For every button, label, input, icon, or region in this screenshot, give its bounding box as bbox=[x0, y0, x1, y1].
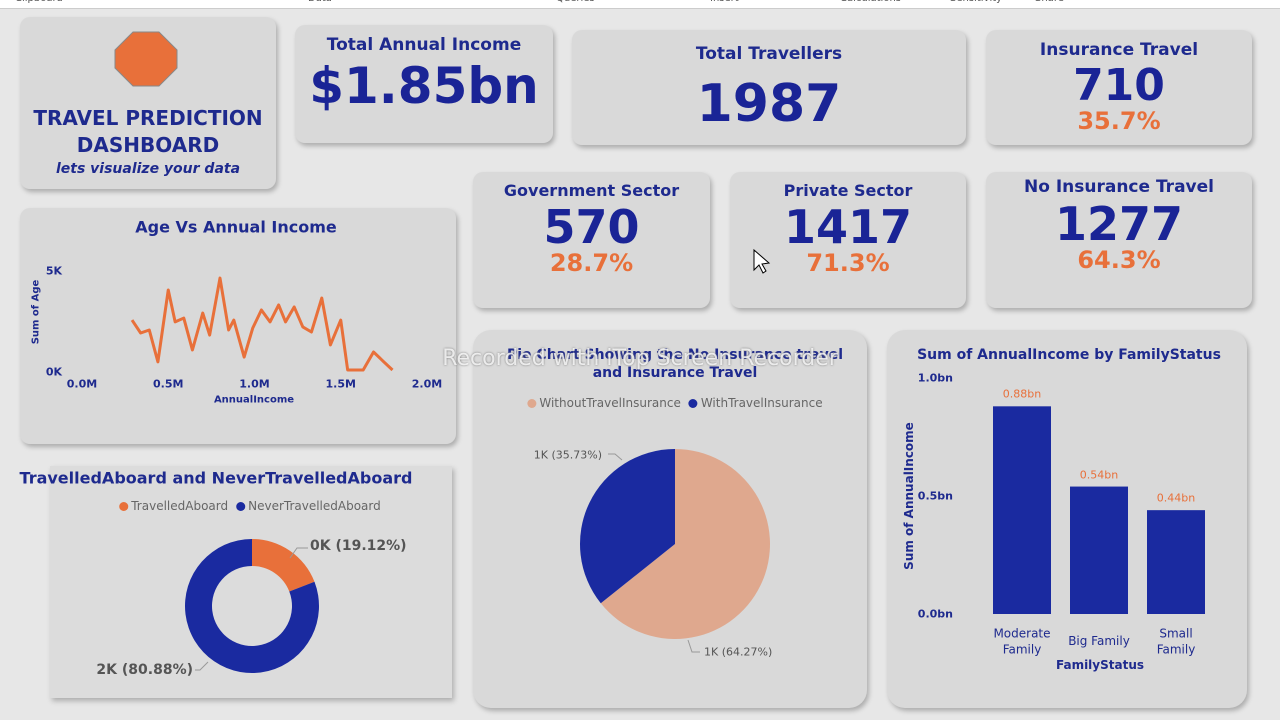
x-tick-label: 2.0M bbox=[411, 377, 443, 391]
legend-label: WithoutTravelInsurance bbox=[539, 396, 681, 410]
kpi-title: Total Annual Income bbox=[326, 35, 522, 55]
data-label: 0.44bn bbox=[1156, 491, 1196, 505]
dashboard-title: TRAVEL PREDICTION DASHBOARD bbox=[33, 106, 263, 157]
chart-title: Age Vs Annual Income bbox=[135, 217, 337, 237]
legend-item: WithoutTravelInsurance bbox=[527, 396, 681, 410]
x-tick-label: 1.5M bbox=[325, 377, 356, 391]
ribbon-tab: Insert bbox=[710, 0, 739, 4]
donut-slice bbox=[252, 539, 315, 592]
kpi-percent: 28.7% bbox=[549, 249, 634, 278]
ribbon-tab: Data bbox=[308, 0, 332, 4]
kpi-value: 1417 bbox=[783, 200, 913, 255]
kpi-card: Insurance Travel 710 35.7% bbox=[986, 30, 1252, 145]
chart-title: Sum of AnnualIncome by FamilyStatus bbox=[917, 347, 1221, 363]
bar bbox=[1147, 510, 1205, 614]
kpi-value: 710 bbox=[1073, 60, 1165, 112]
pie-slice bbox=[580, 449, 675, 604]
legend: TravelledAboard NeverTravelledAboard bbox=[119, 499, 381, 513]
leader-line bbox=[195, 661, 209, 671]
kpi-title: Government Sector bbox=[503, 181, 680, 200]
kpi-card: No Insurance Travel 1277 64.3% bbox=[986, 172, 1252, 308]
data-label: 1K (35.73%) bbox=[533, 448, 602, 462]
bar bbox=[1070, 486, 1128, 614]
data-label: 0K (19.12%) bbox=[310, 538, 407, 554]
data-label: 0.88bn bbox=[1002, 387, 1042, 401]
legend-item: TravelledAboard bbox=[119, 499, 228, 513]
donut-slice bbox=[184, 539, 319, 673]
y-tick-label: 0.0bn bbox=[917, 607, 953, 621]
kpi-percent: 71.3% bbox=[806, 249, 890, 278]
ribbon-tab: Sensitivity bbox=[950, 0, 1002, 4]
kpi-value: 1987 bbox=[696, 74, 842, 135]
kpi-card: Private Sector 1417 71.3% bbox=[730, 172, 966, 308]
y-tick-label: 0.5bn bbox=[917, 489, 953, 503]
leader-line bbox=[289, 547, 308, 559]
pie-slice bbox=[600, 448, 771, 639]
legend: WithoutTravelInsurance WithTravelInsuranc… bbox=[527, 396, 823, 410]
dashboard-subtitle: lets visualize your data bbox=[55, 161, 241, 177]
kpi-title: Private Sector bbox=[783, 181, 913, 200]
ribbon-tab: Calculations bbox=[840, 0, 901, 4]
legend-swatch bbox=[527, 398, 537, 408]
x-axis-label: AnnualIncome bbox=[213, 394, 295, 406]
leader-line bbox=[608, 453, 623, 461]
x-axis-label: FamilyStatus bbox=[1055, 658, 1145, 672]
ribbon-tab: Share bbox=[1035, 0, 1064, 4]
bar bbox=[993, 406, 1051, 614]
data-label: 1K (64.27%) bbox=[704, 645, 773, 659]
legend-label: NeverTravelledAboard bbox=[248, 499, 381, 513]
logo-octagon bbox=[114, 31, 178, 87]
y-tick-label: 0K bbox=[45, 365, 62, 379]
line-card bbox=[20, 208, 456, 444]
y-tick-label: 5K bbox=[45, 264, 62, 278]
legend-swatch bbox=[688, 398, 698, 408]
legend-item: WithTravelInsurance bbox=[688, 396, 823, 410]
kpi-card: Government Sector 570 28.7% bbox=[473, 172, 710, 308]
kpi-value: 1277 bbox=[1054, 197, 1184, 252]
kpi-title: Total Travellers bbox=[695, 44, 843, 64]
kpi-percent: 35.7% bbox=[1077, 107, 1161, 136]
x-tick-label: Moderate Family bbox=[993, 626, 1051, 656]
data-label: 2K (80.88%) bbox=[96, 662, 193, 678]
data-label: 0.54bn bbox=[1079, 468, 1119, 482]
kpi-percent: 64.3% bbox=[1077, 246, 1161, 275]
x-tick-label: 0.0M bbox=[66, 377, 98, 391]
kpi-title: No Insurance Travel bbox=[1024, 177, 1214, 197]
kpi-value: 570 bbox=[543, 200, 640, 255]
legend-swatch bbox=[236, 501, 246, 511]
ribbon-tab: Clipboard bbox=[15, 0, 63, 4]
x-tick-label: Big Family bbox=[1068, 634, 1130, 649]
kpi-title: Insurance Travel bbox=[1039, 40, 1199, 60]
y-tick-label: 1.0bn bbox=[917, 371, 953, 385]
y-axis-label: Sum of Age bbox=[30, 279, 42, 345]
mouse-cursor bbox=[753, 248, 771, 274]
watermark: Recorded with iTop Screen Recorder bbox=[442, 346, 838, 371]
x-tick-label: 0.5M bbox=[153, 377, 184, 391]
ribbon-tab: Queries bbox=[556, 0, 595, 4]
chart-title: TravelledAboard and NeverTravelledAboard bbox=[19, 468, 413, 488]
chart-title: Pie Chart Showing the No Insurance trave… bbox=[506, 346, 843, 381]
y-axis-label: Sum of AnnualIncome bbox=[902, 422, 916, 570]
legend-label: TravelledAboard bbox=[131, 499, 229, 513]
ribbon: Clipboard Data Queries Insert Calculations Se… bbox=[0, 0, 1280, 9]
kpi-card: Total Annual Income $1.85bn bbox=[295, 25, 553, 143]
kpi-value: $1.85bn bbox=[309, 57, 539, 116]
kpi-card: Total Travellers 1987 bbox=[572, 30, 966, 145]
line-series bbox=[130, 276, 394, 372]
leader-line bbox=[687, 639, 700, 653]
x-tick-label: Small Family bbox=[1156, 626, 1196, 656]
legend-swatch bbox=[119, 501, 129, 511]
legend-item: NeverTravelledAboard bbox=[236, 499, 381, 513]
x-tick-label: 1.0M bbox=[239, 377, 270, 391]
legend-label: WithTravelInsurance bbox=[700, 396, 823, 410]
